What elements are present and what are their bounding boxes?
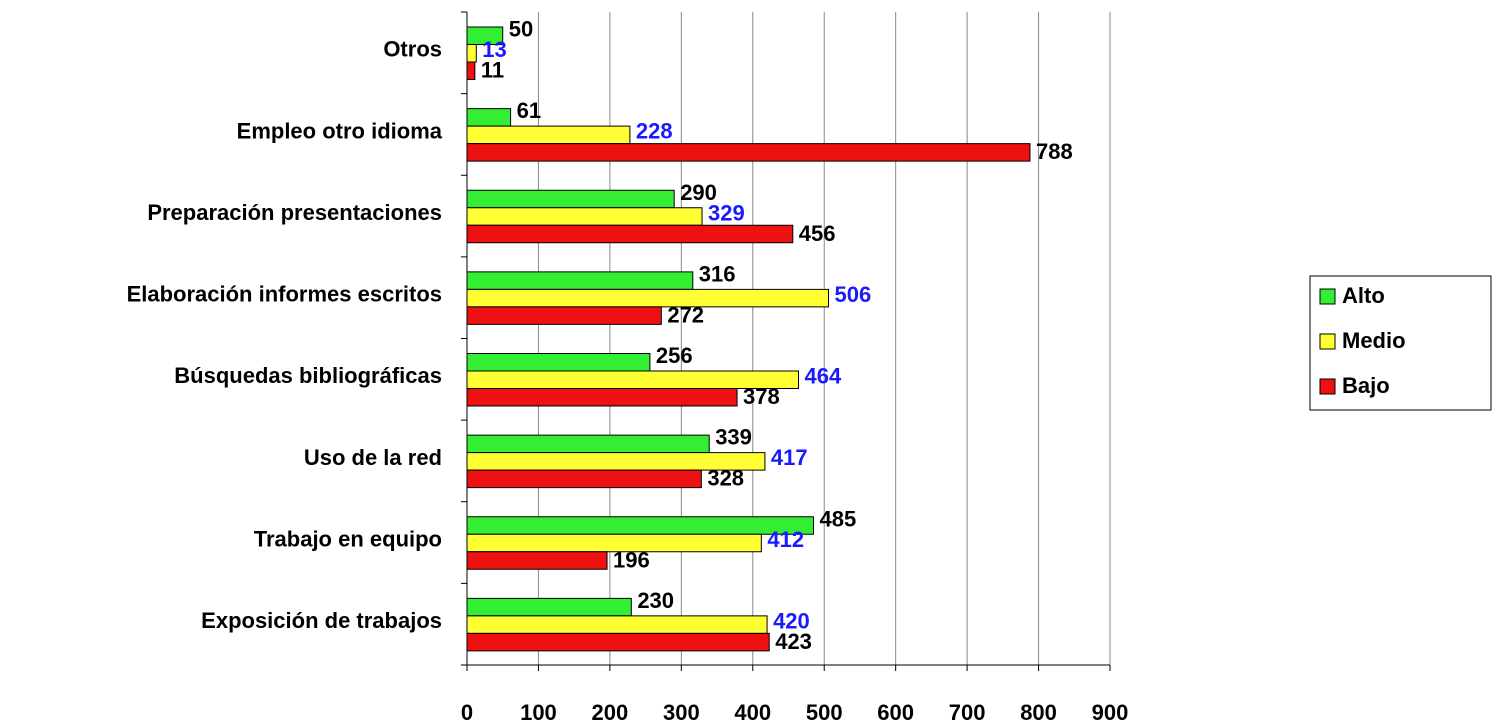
x-tick-label: 500 <box>806 700 843 725</box>
bar <box>466 533 762 553</box>
y-tick-label: Uso de la red <box>304 445 442 470</box>
value-label: 316 <box>699 261 736 286</box>
bar <box>466 597 632 617</box>
value-label: 228 <box>636 119 673 144</box>
bar <box>466 516 815 535</box>
x-tick-label: 200 <box>592 700 629 725</box>
y-tick-label: Preparación presentaciones <box>147 200 442 225</box>
value-label: 506 <box>835 282 872 307</box>
bar <box>466 353 651 372</box>
value-label: 11 <box>481 58 504 83</box>
x-tick-label: 900 <box>1092 700 1129 725</box>
legend-swatch <box>1319 333 1336 350</box>
x-tick-label: 0 <box>461 700 473 725</box>
value-label: 417 <box>771 445 808 470</box>
value-label: 196 <box>613 547 650 572</box>
y-tick-label: Elaboración informes escritos <box>127 282 442 307</box>
bar <box>466 434 710 454</box>
value-label: 485 <box>820 506 857 531</box>
bar <box>466 469 702 489</box>
x-tick-label: 300 <box>663 700 700 725</box>
value-label: 256 <box>656 343 693 368</box>
bar <box>466 388 738 407</box>
legend-swatch <box>1319 288 1336 305</box>
value-label: 50 <box>509 17 533 42</box>
bar <box>466 271 694 290</box>
bar <box>466 306 662 325</box>
bar <box>466 224 794 244</box>
legend-label: Bajo <box>1342 373 1390 398</box>
value-label: 788 <box>1036 139 1073 164</box>
value-label: 290 <box>680 180 717 205</box>
y-tick-label: Otros <box>383 37 442 62</box>
bar <box>466 44 477 63</box>
bar <box>466 207 703 226</box>
x-tick-label: 700 <box>949 700 986 725</box>
y-tick-label: Empleo otro idioma <box>237 118 443 143</box>
x-tick-label: 400 <box>734 700 771 725</box>
value-label: 423 <box>775 629 812 654</box>
bar <box>466 632 770 652</box>
y-tick-label: Búsquedas bibliográficas <box>174 363 442 388</box>
y-tick-label: Trabajo en equipo <box>254 526 442 551</box>
bar <box>466 108 512 127</box>
y-tick-label: Exposición de trabajos <box>201 608 442 633</box>
value-label: 420 <box>773 608 810 633</box>
value-label: 456 <box>799 221 836 246</box>
bar <box>466 61 476 80</box>
x-tick-label: 800 <box>1020 700 1057 725</box>
x-tick-label: 600 <box>877 700 914 725</box>
value-label: 329 <box>708 200 745 225</box>
x-tick-label: 100 <box>520 700 557 725</box>
bar <box>466 551 608 570</box>
value-label: 339 <box>715 425 752 450</box>
value-label: 378 <box>743 384 780 409</box>
bar <box>466 143 1031 162</box>
value-label: 464 <box>805 364 842 389</box>
bar <box>466 615 768 634</box>
bar <box>466 288 830 308</box>
value-label: 412 <box>767 527 804 552</box>
bar <box>466 125 631 145</box>
legend-swatch <box>1319 378 1336 395</box>
value-label: 13 <box>482 37 506 62</box>
value-label: 328 <box>707 466 744 491</box>
value-label: 272 <box>667 302 704 327</box>
legend-label: Medio <box>1342 328 1406 353</box>
value-label: 61 <box>517 98 541 123</box>
value-label: 230 <box>637 588 674 613</box>
bar <box>466 189 675 209</box>
legend-label: Alto <box>1342 283 1385 308</box>
bar <box>466 26 504 45</box>
legend-box <box>1309 275 1492 411</box>
